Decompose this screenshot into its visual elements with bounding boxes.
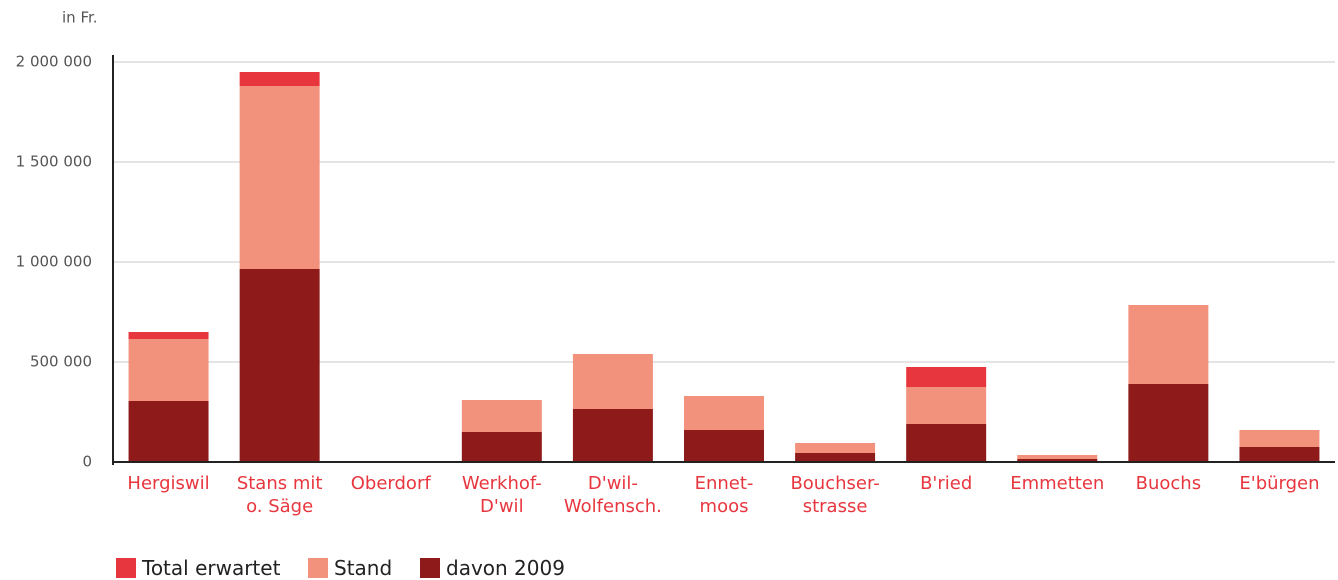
bar-segment — [906, 387, 987, 424]
x-tick-label: B'ried — [920, 473, 973, 494]
y-tick-label: 1 000 000 — [16, 253, 92, 271]
bar-segment — [684, 430, 764, 462]
bar-segment — [906, 424, 987, 462]
legend-swatch — [420, 558, 440, 578]
x-tick-label: Bouchser- strasse — [790, 473, 880, 517]
legend-swatch — [308, 558, 328, 578]
bar-segment — [1017, 459, 1098, 462]
bar-segment — [795, 443, 876, 453]
bar-segment — [128, 339, 209, 401]
bar-segment — [239, 72, 320, 86]
bar-segment — [1128, 384, 1209, 462]
bar-segment — [239, 86, 320, 269]
legend-item: Stand — [308, 556, 392, 580]
x-tick-label: E'bürgen — [1239, 473, 1320, 494]
bar-segment — [572, 354, 653, 409]
bar-segment — [461, 432, 542, 462]
x-tick-label: Ennet- moos — [694, 473, 754, 517]
x-tick-label: D'wil- Wolfensch. — [563, 473, 662, 517]
legend-label: Total erwartet — [142, 556, 281, 580]
bar-segment — [795, 453, 876, 462]
bar-segment — [1239, 447, 1320, 462]
y-tick-label: 1 500 000 — [16, 153, 92, 171]
legend-swatch — [116, 558, 136, 578]
bar-segment — [128, 401, 209, 462]
legend-label: Stand — [334, 556, 393, 580]
y-axis-label: in Fr. — [62, 9, 98, 27]
legend-label: davon 2009 — [446, 556, 565, 580]
bar-segment — [906, 367, 987, 387]
y-tick-label: 500 000 — [30, 353, 92, 371]
bar-segment — [239, 269, 320, 462]
x-tick-label: Emmetten — [1010, 473, 1105, 494]
x-tick-label: Buochs — [1135, 473, 1202, 494]
bar-segment — [684, 396, 764, 430]
x-tick-label: Werkhof- D'wil — [461, 473, 542, 517]
x-tick-label: Hergiswil — [127, 473, 210, 494]
bar-segment — [572, 409, 653, 462]
bar-segment — [128, 332, 209, 339]
y-tick-label: 0 — [82, 453, 92, 471]
legend-item: davon 2009 — [420, 556, 565, 580]
bar-segment — [461, 400, 542, 432]
x-tick-label: Stans mit o. Säge — [236, 473, 323, 517]
x-tick-label: Oberdorf — [350, 473, 431, 494]
legend-item: Total erwartet — [116, 556, 280, 580]
y-tick-label: 2 000 000 — [16, 53, 92, 71]
bar-segment — [1239, 430, 1320, 447]
bar-segment — [1017, 455, 1098, 459]
bar-segment — [1128, 305, 1209, 384]
